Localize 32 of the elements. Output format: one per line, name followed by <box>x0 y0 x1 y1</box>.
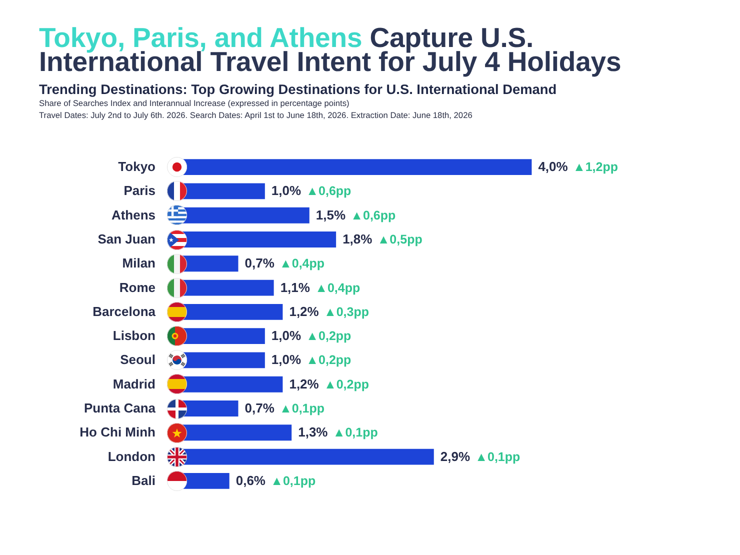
chart-subtitle: Trending Destinations: Top Growing Destinations for U.S. International Demand <box>39 82 557 97</box>
data-label: 1,1% ▲0,4pp <box>280 280 360 295</box>
data-label: 1,0% ▲0,2pp <box>271 352 352 368</box>
data-label: 2,9% ▲0,1pp <box>440 448 521 464</box>
data-label: 0,7% ▲0,4pp <box>244 256 325 271</box>
y-tick-label: Athens <box>111 207 156 222</box>
y-tick-label: London <box>108 448 156 464</box>
text: Share of Searches Index and Interannual Increase (expressed in percentage points) <box>39 97 350 108</box>
y-tick-label: Rome <box>119 280 156 295</box>
data-label: 1,2% ▲0,2pp <box>289 376 370 392</box>
y-tick-label: Bali <box>132 472 156 488</box>
y-tick-label: Madrid <box>112 376 156 392</box>
y-tick-label: Barcelona <box>92 304 156 319</box>
data-label: 1,8% ▲0,5pp <box>342 232 423 246</box>
y-tick-label: Paris <box>124 183 156 198</box>
data-label: 4,0% ▲1,2pp <box>538 159 618 174</box>
y-tick-label: Lisbon <box>112 328 156 344</box>
y-tick-label: Seoul <box>120 352 156 368</box>
data-label: 1,5% ▲0,6pp <box>316 207 396 222</box>
y-tick-label: Ho Chi Minh <box>80 424 156 440</box>
data-label: 1,0% ▲0,6pp <box>271 183 352 198</box>
data-label: 0,7% ▲0,1pp <box>244 400 325 416</box>
y-tick-label: San Juan <box>98 232 156 246</box>
chart-title: Tokyo, Paris, and Athens Capture U.S. International Travel Intent for July 4 Holidays <box>39 22 622 77</box>
data-label: 1,3% ▲0,1pp <box>298 424 378 440</box>
data-label: 1,0% ▲0,2pp <box>271 328 352 344</box>
y-tick-label: Punta Cana <box>84 400 156 416</box>
data-label: 1,2% ▲0,3pp <box>289 304 370 319</box>
y-tick-label: Tokyo <box>118 159 156 174</box>
data-label: 0,6% ▲0,1pp <box>236 472 316 488</box>
text: Travel Dates: July 2nd to July 6th. 2026. Search Dates: April 1st to June 18th, 2026. Extraction Date: June 18th, 2026 <box>39 108 472 120</box>
y-tick-label: Milan <box>122 256 156 271</box>
